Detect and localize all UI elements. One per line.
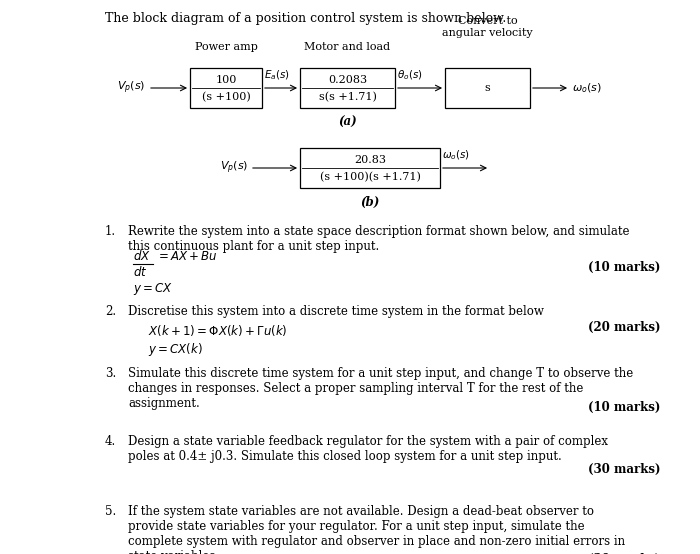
- Text: Rewrite the system into a state space description format shown below, and simula: Rewrite the system into a state space de…: [128, 225, 629, 253]
- Text: 2.: 2.: [105, 305, 116, 318]
- Text: $y = CX$: $y = CX$: [133, 281, 173, 297]
- Text: 20.83: 20.83: [354, 155, 386, 165]
- Text: (30 marks): (30 marks): [587, 463, 660, 475]
- Text: Design a state variable feedback regulator for the system with a pair of complex: Design a state variable feedback regulat…: [128, 435, 608, 463]
- Text: 4.: 4.: [105, 435, 116, 448]
- Text: (s +100)(s +1.71): (s +100)(s +1.71): [320, 172, 421, 182]
- Text: $X(k+1) = \Phi X(k) + \Gamma u(k)$: $X(k+1) = \Phi X(k) + \Gamma u(k)$: [148, 323, 288, 338]
- Text: (b): (b): [360, 196, 379, 209]
- Text: $dX$: $dX$: [133, 249, 150, 263]
- Text: $dt$: $dt$: [133, 265, 148, 279]
- Text: $V_p(s)$: $V_p(s)$: [117, 80, 145, 96]
- Text: $= AX + Bu$: $= AX + Bu$: [156, 250, 218, 263]
- Text: (10 marks): (10 marks): [587, 260, 660, 274]
- Text: Simulate this discrete time system for a unit step input, and change T to observ: Simulate this discrete time system for a…: [128, 367, 634, 410]
- Text: (a): (a): [338, 116, 357, 129]
- Text: Power amp: Power amp: [195, 42, 258, 52]
- Text: The block diagram of a position control system is shown below.: The block diagram of a position control …: [105, 12, 506, 25]
- Text: 5.: 5.: [105, 505, 116, 518]
- Text: 1.: 1.: [105, 225, 116, 238]
- Text: Convert to
angular velocity: Convert to angular velocity: [442, 17, 533, 38]
- Text: (10 marks): (10 marks): [587, 401, 660, 413]
- Text: s(s +1.71): s(s +1.71): [318, 91, 377, 102]
- Bar: [300, 148, 440, 188]
- Text: $V_p(s)$: $V_p(s)$: [220, 160, 248, 176]
- Text: $E_a(s)$: $E_a(s)$: [264, 68, 290, 81]
- Text: 3.: 3.: [105, 367, 116, 380]
- Text: (s +100): (s +100): [202, 91, 251, 102]
- Bar: [300, 68, 395, 108]
- Text: (20 marks): (20 marks): [587, 321, 660, 334]
- Text: $y = CX(k)$: $y = CX(k)$: [148, 341, 203, 358]
- Text: s: s: [484, 83, 491, 93]
- Text: If the system state variables are not available. Design a dead-beat observer to
: If the system state variables are not av…: [128, 505, 625, 554]
- Text: (30 marks): (30 marks): [587, 552, 660, 554]
- Text: 100: 100: [216, 75, 237, 85]
- Bar: [190, 68, 262, 108]
- Text: Discretise this system into a discrete time system in the format below: Discretise this system into a discrete t…: [128, 305, 544, 318]
- Text: $\omega_o(s)$: $\omega_o(s)$: [572, 81, 602, 95]
- Text: 0.2083: 0.2083: [328, 75, 367, 85]
- Text: $\theta_o(s)$: $\theta_o(s)$: [397, 68, 423, 81]
- Text: Motor and load: Motor and load: [304, 42, 391, 52]
- Bar: [445, 68, 530, 108]
- Text: $\omega_o(s)$: $\omega_o(s)$: [442, 148, 470, 162]
